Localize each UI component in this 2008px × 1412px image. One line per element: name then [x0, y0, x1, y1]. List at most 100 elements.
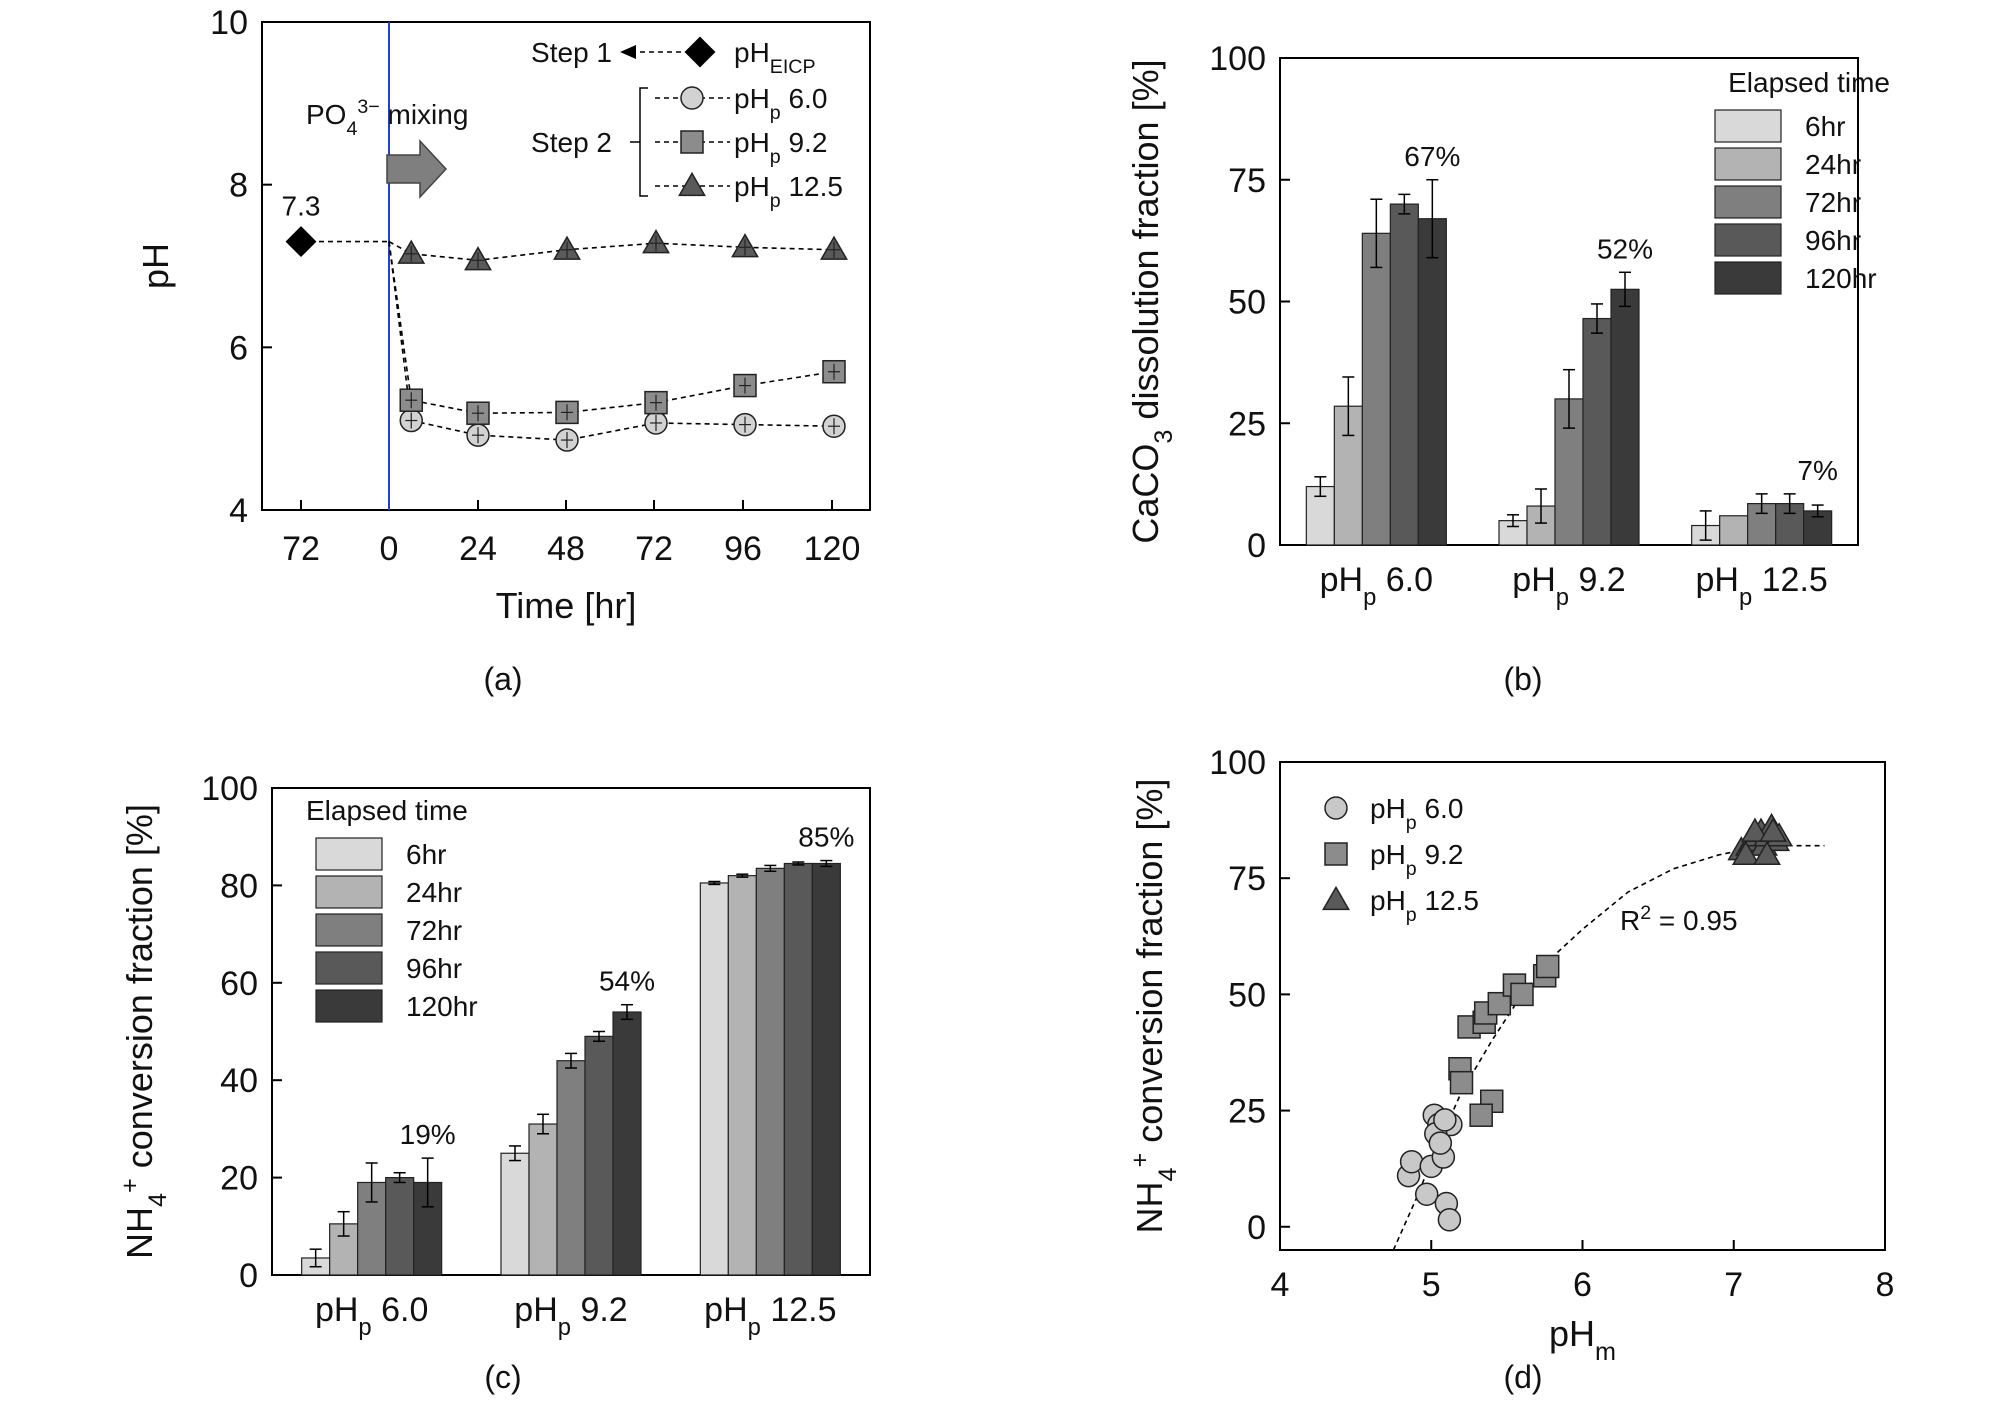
legend-label: 24hr [1805, 149, 1861, 180]
legend-title: Elapsed time [1728, 67, 1890, 98]
panel-caption: (c) [484, 1359, 521, 1395]
bar [727, 875, 757, 1276]
legend-label: 72hr [1805, 187, 1861, 218]
legend-swatch [1714, 147, 1782, 181]
bar [385, 1176, 415, 1276]
y-tick-label: 6 [229, 329, 248, 367]
legend-label: pHp 12.5 [1370, 885, 1479, 926]
panel-c: 0 20 40 60 80 100 NH4+ conversion fraction [%]… [116, 770, 871, 1341]
y-tick-label: 60 [220, 965, 258, 1003]
value-label: 19% [400, 1119, 456, 1150]
panel-caption: (a) [483, 661, 522, 697]
panel-caption: (d) [1503, 1359, 1542, 1395]
bar [1775, 503, 1805, 546]
y-tick-label: 10 [210, 4, 248, 42]
legend-label: 120hr [406, 991, 478, 1022]
x-tick-label: 0 [380, 530, 399, 568]
step1-label: Step 1 [531, 37, 612, 68]
legend-label: pHEICP [734, 37, 816, 78]
data-point [1449, 1070, 1474, 1095]
y-tick-label: 40 [220, 1062, 258, 1100]
mixing-arrow [386, 139, 448, 199]
y-tick-label: 25 [1228, 405, 1266, 443]
data-point [1753, 840, 1781, 866]
legend-marker [1324, 842, 1348, 866]
legend-swatch [315, 951, 383, 985]
legend-swatch [315, 913, 383, 947]
legend-label: pHp 9.2 [1370, 839, 1463, 880]
data-point [1414, 1182, 1439, 1206]
x-tick-label: 6 [1573, 1266, 1592, 1304]
x-tick-label: 7 [1724, 1266, 1743, 1304]
y-tick-label: 20 [220, 1160, 258, 1198]
y-tick-label: 100 [1209, 744, 1266, 782]
bar [1417, 218, 1447, 546]
value-label: 54% [599, 966, 655, 997]
x-tick-label: 8 [1876, 1266, 1895, 1304]
data-point [1433, 1108, 1457, 1132]
legend-marker [680, 86, 704, 110]
bar [556, 1060, 586, 1276]
data-point [1469, 1103, 1493, 1127]
legend-title: Elapsed time [306, 795, 468, 826]
bar [1361, 232, 1391, 546]
legend-marker [680, 130, 704, 154]
y-tick-label: 100 [201, 770, 258, 808]
panel-caption: (b) [1503, 661, 1542, 697]
x-axis-label: Time [hr] [496, 585, 637, 626]
bar [783, 862, 813, 1276]
x-tick-label: 4 [1271, 1266, 1290, 1304]
legend-label: pHp 6.0 [1370, 793, 1463, 834]
legend-swatch [1714, 185, 1782, 219]
legend-label: 6hr [406, 839, 446, 870]
x-tick-label: 72 [282, 530, 320, 568]
y-tick-label: 75 [1228, 860, 1266, 898]
data-point [1510, 982, 1534, 1007]
bar [1610, 288, 1640, 546]
value-label: 7% [1797, 455, 1837, 486]
data-point [1740, 817, 1769, 842]
y-tick-label: 80 [220, 867, 258, 905]
x-tick-label: 48 [547, 530, 585, 568]
x-tick-label: 96 [724, 530, 762, 568]
y-axis-label: NH4+ conversion fraction [%] [1126, 779, 1182, 1234]
legend-label: 72hr [406, 915, 462, 946]
step2-label: Step 2 [531, 127, 612, 158]
bar [1389, 203, 1419, 546]
y-tick-label: 75 [1228, 162, 1266, 200]
legend-swatch [315, 837, 383, 871]
y-tick-label: 4 [229, 492, 248, 530]
y-axis-label: pH [135, 243, 176, 289]
data-point [1759, 817, 1788, 842]
legend-label: 96hr [1805, 225, 1861, 256]
bar [612, 1011, 642, 1276]
data-point [1731, 840, 1760, 866]
legend-marker [678, 171, 706, 197]
series-line [388, 241, 835, 415]
y-tick-label: 0 [239, 1257, 258, 1295]
legend-marker [1322, 885, 1350, 911]
x-tick-label: 5 [1422, 1266, 1441, 1304]
data-point [1399, 1149, 1424, 1174]
y-tick-label: 25 [1228, 1093, 1266, 1131]
panel-a: 4 6 8 10 72 0 24 48 72 96 120 Time [hr] pH 7.3 PO43− m… [135, 4, 871, 626]
y-axis-label: NH4+ conversion fraction [%] [116, 804, 172, 1259]
data-point [1437, 1208, 1462, 1232]
category-label: pHp 6.0 [1320, 561, 1433, 611]
y-tick-label: 8 [229, 167, 248, 205]
series-line [388, 240, 835, 262]
bar [699, 882, 729, 1276]
bar [528, 1123, 558, 1276]
legend-label: 6hr [1805, 111, 1845, 142]
step2-bracket [639, 87, 648, 197]
step1-arrow [620, 45, 636, 59]
category-label: pHp 12.5 [704, 1291, 836, 1341]
r2-label: R2 = 0.95 [1620, 902, 1738, 936]
legend-swatch [1714, 109, 1782, 143]
legend-marker [684, 36, 716, 68]
plot-frame [1279, 761, 1886, 1251]
series-line [388, 241, 835, 441]
legend-label: pHp 6.0 [734, 83, 827, 124]
x-axis-label: pHm [1549, 1313, 1616, 1366]
